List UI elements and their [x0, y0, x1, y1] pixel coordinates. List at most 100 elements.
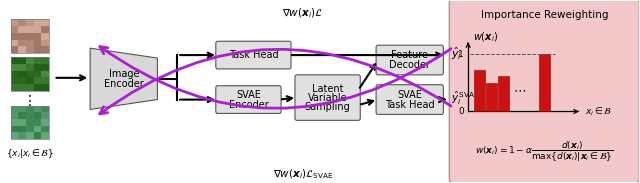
Bar	[11, 106, 49, 139]
Text: $\nabla w(\boldsymbol{x}_i)\mathcal{L}_{\mathrm{SVAE}}$: $\nabla w(\boldsymbol{x}_i)\mathcal{L}_{…	[273, 167, 333, 181]
Bar	[26, 19, 33, 26]
Bar	[19, 46, 26, 53]
Text: Latent: Latent	[312, 84, 344, 94]
Text: $x_i \in \mathcal{B}$: $x_i \in \mathcal{B}$	[585, 105, 612, 118]
Bar	[19, 64, 26, 70]
Text: Task Head: Task Head	[385, 100, 435, 110]
Text: SVAE: SVAE	[397, 90, 422, 100]
FancyBboxPatch shape	[376, 85, 444, 114]
Bar	[41, 46, 49, 53]
FancyBboxPatch shape	[376, 45, 444, 75]
Bar	[41, 132, 49, 139]
Text: $\cdots$: $\cdots$	[513, 83, 526, 96]
Bar	[11, 126, 19, 132]
Bar	[11, 57, 19, 64]
Bar	[474, 70, 485, 111]
Bar	[19, 112, 26, 119]
Bar	[33, 70, 41, 77]
Text: 1: 1	[458, 50, 464, 59]
Bar	[33, 126, 41, 132]
Bar	[11, 77, 19, 84]
FancyBboxPatch shape	[295, 75, 360, 120]
Bar	[33, 33, 41, 40]
Bar	[33, 57, 41, 64]
Bar	[26, 26, 33, 33]
Text: Variable: Variable	[308, 93, 348, 103]
Bar	[33, 19, 41, 26]
Bar	[26, 84, 33, 91]
Polygon shape	[90, 48, 157, 109]
Bar	[19, 84, 26, 91]
Bar	[33, 106, 41, 112]
Text: $\hat{y}_i^{\,\mathrm{SVAE}}$: $\hat{y}_i^{\,\mathrm{SVAE}}$	[451, 90, 479, 107]
Bar	[41, 33, 49, 40]
Bar	[498, 76, 509, 111]
Bar	[41, 77, 49, 84]
Bar	[33, 84, 41, 91]
Bar	[41, 64, 49, 70]
Bar	[33, 112, 41, 119]
Bar	[41, 84, 49, 91]
Bar	[41, 26, 49, 33]
Bar	[41, 112, 49, 119]
Bar	[11, 119, 19, 126]
Text: Sampling: Sampling	[305, 102, 351, 111]
Bar	[26, 33, 33, 40]
Text: $w(\boldsymbol{x}_i)$: $w(\boldsymbol{x}_i)$	[473, 31, 499, 44]
Bar	[19, 70, 26, 77]
Bar	[19, 40, 26, 46]
Bar	[33, 26, 41, 33]
FancyBboxPatch shape	[216, 41, 291, 69]
Bar	[11, 70, 19, 77]
Bar	[26, 112, 33, 119]
Bar	[33, 40, 41, 46]
Bar	[26, 70, 33, 77]
Text: $\nabla w(\boldsymbol{x}_i)\mathcal{L}$: $\nabla w(\boldsymbol{x}_i)\mathcal{L}$	[282, 7, 324, 20]
Bar	[11, 40, 19, 46]
Bar	[540, 54, 550, 111]
Bar	[26, 119, 33, 126]
Bar	[41, 19, 49, 26]
Text: ⋮: ⋮	[23, 94, 36, 108]
Bar	[41, 126, 49, 132]
Bar	[41, 40, 49, 46]
Bar	[19, 77, 26, 84]
Bar	[41, 57, 49, 64]
Bar	[19, 106, 26, 112]
Bar	[11, 64, 19, 70]
Bar	[19, 119, 26, 126]
Bar	[33, 119, 41, 126]
Bar	[41, 70, 49, 77]
Bar	[41, 106, 49, 112]
Bar	[19, 126, 26, 132]
FancyBboxPatch shape	[216, 86, 281, 113]
Bar	[19, 33, 26, 40]
Bar	[11, 33, 19, 40]
Bar	[11, 106, 19, 112]
Text: Task Head: Task Head	[228, 50, 278, 60]
Bar	[11, 26, 19, 33]
Text: Image: Image	[109, 69, 139, 79]
Bar	[11, 84, 19, 91]
Bar	[26, 40, 33, 46]
Bar	[26, 132, 33, 139]
Bar	[11, 46, 19, 53]
Bar	[11, 57, 49, 91]
Text: Feature: Feature	[391, 50, 428, 60]
Bar	[486, 83, 497, 111]
FancyBboxPatch shape	[449, 0, 639, 183]
Bar	[26, 57, 33, 64]
Bar	[11, 19, 19, 26]
Bar	[19, 19, 26, 26]
Bar	[11, 19, 49, 53]
Bar	[33, 77, 41, 84]
Text: SVAE: SVAE	[236, 90, 261, 100]
Bar	[41, 119, 49, 126]
Text: $\hat{y}_i$: $\hat{y}_i$	[451, 46, 462, 62]
Bar	[33, 132, 41, 139]
Bar	[33, 64, 41, 70]
Bar	[19, 132, 26, 139]
Bar	[19, 26, 26, 33]
Text: Decoder: Decoder	[389, 60, 430, 70]
Text: Encoder: Encoder	[104, 79, 143, 89]
